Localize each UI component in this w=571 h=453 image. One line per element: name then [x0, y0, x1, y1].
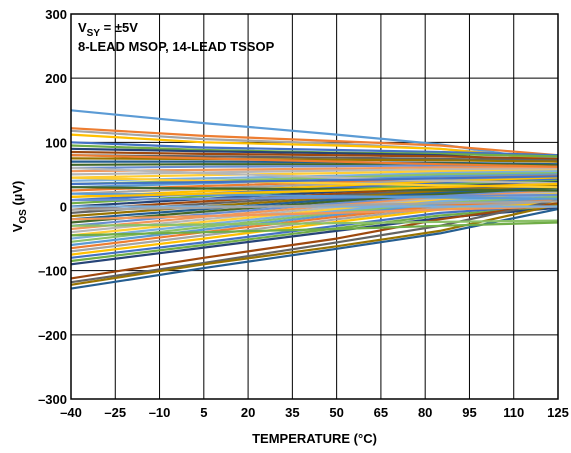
x-tick-labels: –40 –25 –10 5 20 35 50 65 80 95 110 125 — [60, 405, 569, 420]
series-line — [70, 221, 559, 237]
y-tick-label: –100 — [38, 264, 67, 279]
x-axis-title: TEMPERATURE (°C) — [252, 431, 377, 446]
annotation-supply-base: V — [78, 20, 87, 35]
series-line — [70, 177, 559, 198]
series-line — [70, 204, 559, 259]
x-tick-label: 35 — [285, 405, 299, 420]
series-group — [70, 109, 559, 290]
series-line — [70, 175, 559, 186]
y-axis-title-rest: (µV) — [10, 181, 25, 209]
y-tick-label: –200 — [38, 328, 67, 343]
series-line — [70, 154, 559, 162]
x-tick-label: 80 — [418, 405, 432, 420]
y-tick-labels: –300 –200 –100 0 100 200 300 — [38, 7, 67, 407]
x-tick-label: 5 — [200, 405, 207, 420]
annotation-supply-rest: = ±5V — [100, 20, 138, 35]
x-tick-label: 110 — [503, 405, 524, 420]
series-line — [70, 166, 559, 185]
series-line — [70, 157, 559, 163]
annotation-package: 8-LEAD MSOP, 14-LEAD TSSOP — [78, 39, 275, 54]
annotation-supply: VSY = ±5V — [78, 20, 138, 39]
series-line — [70, 154, 559, 168]
y-tick-label: 0 — [60, 200, 67, 215]
series-line — [70, 193, 559, 240]
series-line — [70, 186, 559, 192]
series-line — [70, 168, 558, 176]
series-line — [70, 150, 559, 161]
series-line — [70, 109, 559, 163]
x-tick-label: 125 — [547, 405, 569, 420]
x-tick-label: –10 — [149, 405, 171, 420]
series-line — [70, 127, 559, 157]
x-tick-label: 65 — [374, 405, 388, 420]
series-line — [70, 219, 559, 227]
x-tick-label: 95 — [462, 405, 476, 420]
y-tick-label: –300 — [38, 392, 67, 407]
y-axis-title-base: V — [10, 223, 25, 232]
y-tick-label: 200 — [45, 71, 67, 86]
series-line — [70, 200, 559, 211]
annotation-supply-sub: SY — [87, 28, 101, 39]
y-tick-label: 100 — [45, 135, 67, 150]
y-axis-title-sub: OS — [18, 209, 29, 224]
series-line — [70, 199, 559, 284]
series-line — [70, 187, 559, 224]
y-tick-label: 300 — [45, 7, 67, 22]
series-line — [70, 202, 559, 280]
plot-frame — [70, 13, 559, 400]
series-line — [70, 182, 559, 198]
y-axis-title: VOS (µV) — [10, 181, 29, 233]
x-tick-label: –40 — [60, 405, 82, 420]
x-tick-label: 50 — [329, 405, 343, 420]
series-line — [70, 199, 559, 250]
x-tick-label: 20 — [241, 405, 255, 420]
series-line — [70, 169, 559, 179]
series-line — [70, 141, 559, 157]
series-line — [70, 193, 559, 202]
series-line — [70, 205, 559, 221]
x-tick-label: –25 — [104, 405, 126, 420]
